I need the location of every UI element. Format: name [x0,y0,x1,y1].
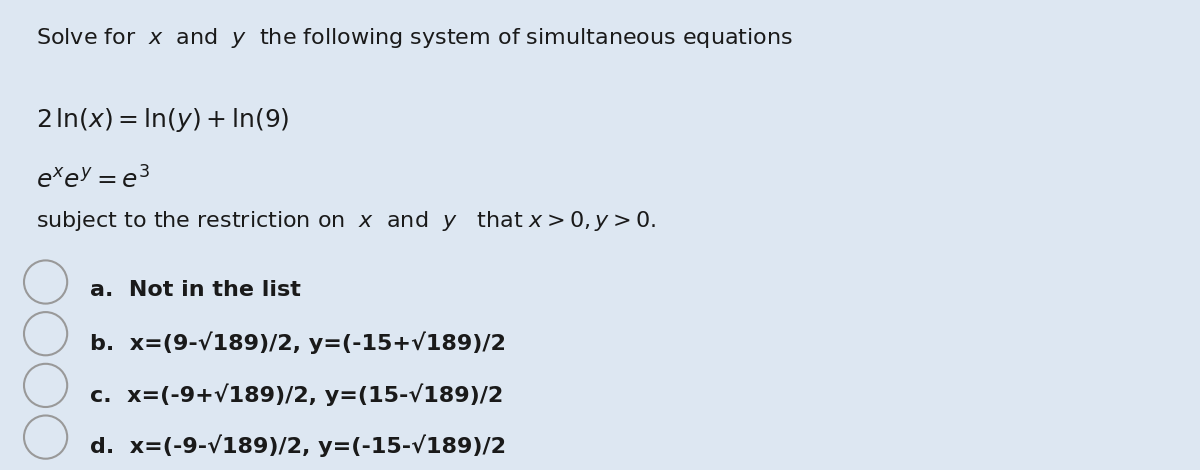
Text: d.  x=(-9-√189)/2, y=(-15-√189)/2: d. x=(-9-√189)/2, y=(-15-√189)/2 [90,435,506,457]
Text: b.  x=(9-√189)/2, y=(-15+√189)/2: b. x=(9-√189)/2, y=(-15+√189)/2 [90,331,506,354]
Text: $2\,\mathrm{ln}(x) = \mathrm{ln}(y) + \mathrm{ln}(9)$: $2\,\mathrm{ln}(x) = \mathrm{ln}(y) + \m… [36,106,289,134]
Text: $e^{x}e^{y} = e^{3}$: $e^{x}e^{y} = e^{3}$ [36,167,150,194]
Text: c.  x=(-9+√189)/2, y=(15-√189)/2: c. x=(-9+√189)/2, y=(15-√189)/2 [90,383,503,406]
Text: Solve for  $x$  and  $y$  the following system of simultaneous equations: Solve for $x$ and $y$ the following syst… [36,26,793,50]
Text: subject to the restriction on  $x$  and  $y$   that $x > 0, y > 0.$: subject to the restriction on $x$ and $y… [36,209,656,233]
Text: a.  Not in the list: a. Not in the list [90,280,301,300]
